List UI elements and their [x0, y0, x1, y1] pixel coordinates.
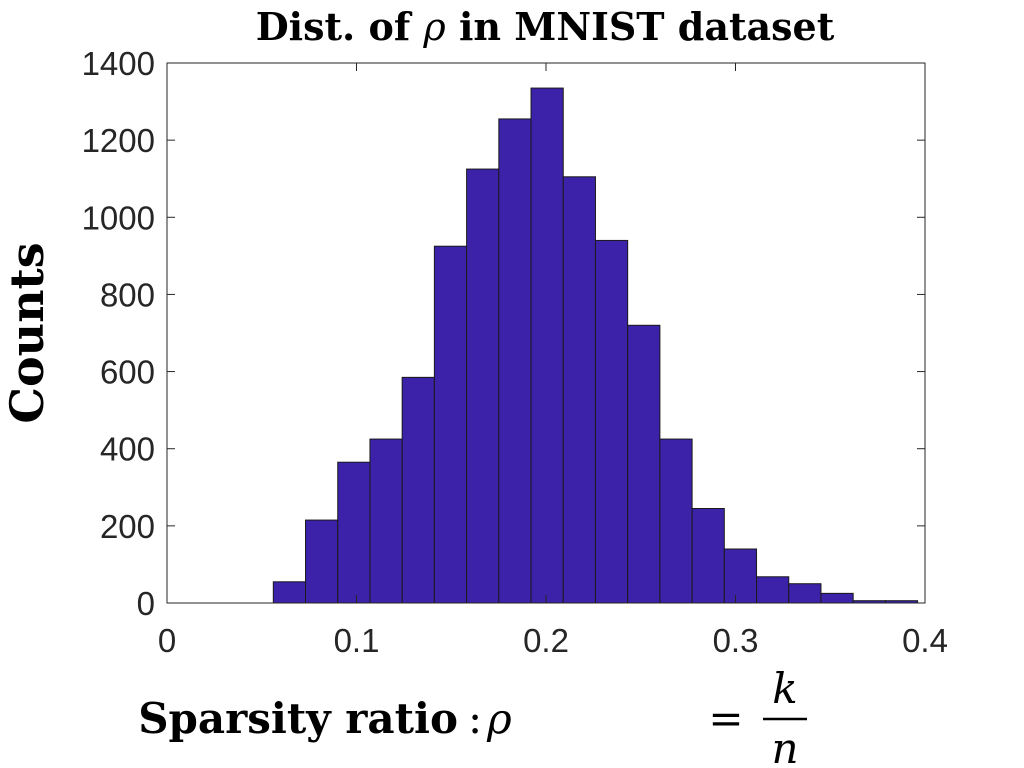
histogram-bar: [756, 576, 790, 604]
x-tick-label: 0.1: [334, 622, 380, 659]
x-axis-label-symbol: ρ: [486, 694, 512, 743]
x-tick-label: 0.2: [523, 622, 569, 659]
histogram-bar: [530, 87, 564, 604]
x-axis-label-equals: =: [708, 694, 743, 743]
y-tick-label: 200: [100, 508, 155, 545]
x-tick-label: 0: [158, 622, 176, 659]
y-axis-ticks: 0 200 400 600 800 1000 1200 1400: [82, 45, 925, 622]
x-axis-label-denominator: n: [771, 724, 798, 768]
x-axis-label-colon: :: [468, 694, 482, 743]
histogram-bar: [401, 376, 435, 604]
histogram-bar: [433, 245, 468, 604]
x-axis-label: Sparsity ratio : ρ = k n: [138, 664, 807, 768]
histogram-bar: [820, 592, 854, 604]
histogram-bar: [691, 508, 725, 604]
histogram-bar: [723, 548, 758, 604]
y-tick-label: 1200: [82, 122, 155, 159]
y-axis-label: Counts: [0, 242, 54, 423]
histogram-bar: [627, 324, 661, 604]
histogram-bar: [305, 519, 339, 604]
histogram-bar: [272, 581, 307, 604]
y-tick-label: 1400: [82, 45, 155, 82]
x-axis-label-text: Sparsity ratio: [138, 694, 458, 743]
chart-title: Dist. of ρ in MNIST dataset: [256, 4, 835, 49]
x-tick-label: 0.4: [902, 622, 948, 659]
histogram-bar: [337, 461, 371, 604]
y-tick-label: 800: [100, 276, 155, 313]
histogram-bar: [369, 438, 403, 604]
chart-title-symbol: ρ: [422, 5, 446, 49]
x-axis-ticks: 0 0.1 0.2 0.3 0.4: [158, 63, 948, 659]
chart-title-suffix: in MNIST dataset: [446, 4, 835, 49]
y-tick-label: 1000: [82, 199, 155, 236]
histogram-bars: [272, 87, 919, 604]
histogram-bar: [466, 168, 500, 604]
y-tick-label: 400: [100, 431, 155, 468]
x-axis-label-numerator: k: [772, 664, 797, 713]
x-tick-label: 0.3: [713, 622, 759, 659]
histogram-bar: [594, 239, 629, 604]
histogram-bar: [659, 438, 693, 604]
chart-title-prefix: Dist. of: [256, 4, 424, 49]
y-tick-label: 600: [100, 354, 155, 391]
y-tick-label: 0: [137, 585, 155, 622]
histogram-bar: [788, 583, 822, 604]
histogram-bar: [562, 176, 596, 604]
histogram-bar: [498, 118, 532, 604]
